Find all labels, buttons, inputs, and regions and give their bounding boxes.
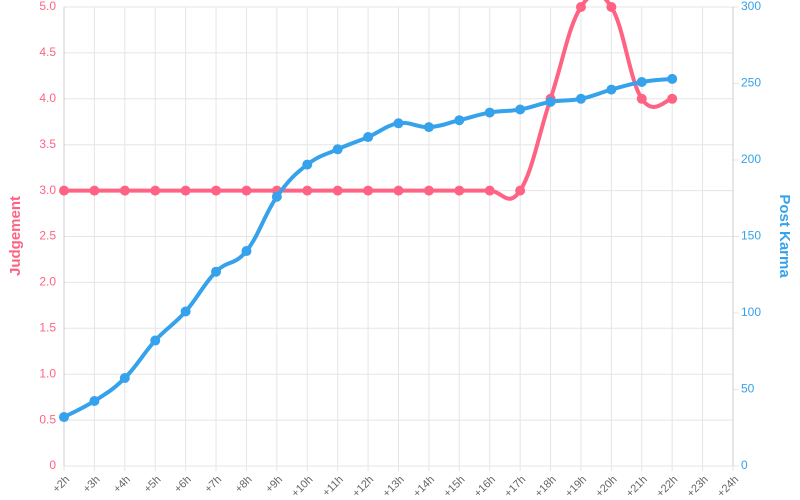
x-tick-label: +16h bbox=[472, 474, 498, 500]
point bbox=[89, 395, 100, 406]
x-tick-label: +21h bbox=[624, 474, 650, 500]
y-tick-label: 0.5 bbox=[39, 412, 56, 426]
point bbox=[454, 115, 465, 126]
point bbox=[363, 132, 374, 143]
point bbox=[575, 93, 586, 104]
y2-tick-label: 300 bbox=[741, 0, 761, 13]
point bbox=[332, 144, 343, 155]
x-tick-label: +3h bbox=[81, 474, 103, 496]
y-tick-label: 2.0 bbox=[39, 275, 56, 289]
point bbox=[423, 122, 434, 133]
y2-tick-label: 100 bbox=[741, 305, 761, 319]
y-tick-label: 3.0 bbox=[39, 183, 56, 197]
x-tick-label: +13h bbox=[381, 474, 407, 500]
x-tick-label: +7h bbox=[203, 474, 225, 496]
y-tick-label: 3.5 bbox=[39, 137, 56, 151]
point bbox=[454, 185, 465, 196]
point bbox=[211, 185, 222, 196]
y2-tick-label: 50 bbox=[741, 382, 755, 396]
y2-tick-label: 150 bbox=[741, 229, 761, 243]
point bbox=[606, 84, 617, 95]
point bbox=[393, 118, 404, 129]
point bbox=[484, 185, 495, 196]
x-tick-label: +12h bbox=[350, 474, 376, 500]
y-tick-label: 2.5 bbox=[39, 229, 56, 243]
point bbox=[180, 185, 191, 196]
point bbox=[636, 76, 647, 87]
point bbox=[150, 335, 161, 346]
y-tick-label: 4.0 bbox=[39, 91, 56, 105]
x-tick-label: +14h bbox=[411, 474, 437, 500]
x-tick-label: +15h bbox=[441, 474, 467, 500]
x-tick-label: +19h bbox=[563, 474, 589, 500]
y-tick-label: 1.0 bbox=[39, 366, 56, 380]
point bbox=[302, 185, 313, 196]
y2-tick-label: 0 bbox=[741, 458, 748, 472]
point bbox=[667, 93, 678, 104]
point bbox=[241, 246, 252, 257]
point bbox=[363, 185, 374, 196]
point bbox=[393, 185, 404, 196]
y-tick-label: 0 bbox=[49, 458, 56, 472]
x-tick-label: +6h bbox=[172, 474, 194, 496]
x-tick-label: +8h bbox=[233, 474, 255, 496]
y2-tick-label: 250 bbox=[741, 76, 761, 90]
point bbox=[515, 104, 526, 115]
x-tick-label: +17h bbox=[502, 474, 528, 500]
point bbox=[423, 185, 434, 196]
point bbox=[332, 185, 343, 196]
point bbox=[302, 159, 313, 170]
x-tick-label: +2h bbox=[50, 474, 72, 496]
y2-tick-label: 200 bbox=[741, 152, 761, 166]
point bbox=[211, 266, 222, 277]
y-tick-label: 1.5 bbox=[39, 320, 56, 334]
x-tick-label: +4h bbox=[111, 474, 133, 496]
x-tick-label: +11h bbox=[320, 474, 345, 499]
y-axis-title: Judgement bbox=[7, 196, 24, 276]
y2-axis-title: Post Karma bbox=[776, 194, 793, 278]
y-tick-label: 5.0 bbox=[39, 0, 56, 13]
point bbox=[636, 93, 647, 104]
point bbox=[271, 191, 282, 202]
point bbox=[667, 73, 678, 84]
point bbox=[59, 412, 69, 423]
point bbox=[484, 107, 495, 118]
x-tick-label: +20h bbox=[594, 474, 620, 500]
point bbox=[575, 2, 586, 12]
y-tick-label: 4.5 bbox=[39, 45, 56, 59]
x-tick-label: +24h bbox=[715, 474, 741, 500]
point bbox=[89, 185, 100, 196]
point bbox=[515, 185, 526, 196]
point bbox=[606, 2, 617, 12]
x-tick-label: +18h bbox=[533, 474, 559, 500]
x-tick-label: +23h bbox=[685, 474, 711, 500]
point bbox=[119, 185, 130, 196]
point bbox=[180, 306, 191, 317]
x-tick-label: +10h bbox=[289, 474, 315, 500]
series-line bbox=[63, 0, 673, 201]
point bbox=[150, 185, 161, 196]
point bbox=[241, 185, 252, 196]
x-tick-label: +22h bbox=[654, 474, 680, 500]
point bbox=[545, 96, 556, 107]
point bbox=[119, 373, 130, 384]
x-tick-label: +5h bbox=[142, 474, 164, 496]
x-tick-label: +9h bbox=[263, 474, 285, 496]
point bbox=[59, 185, 69, 196]
